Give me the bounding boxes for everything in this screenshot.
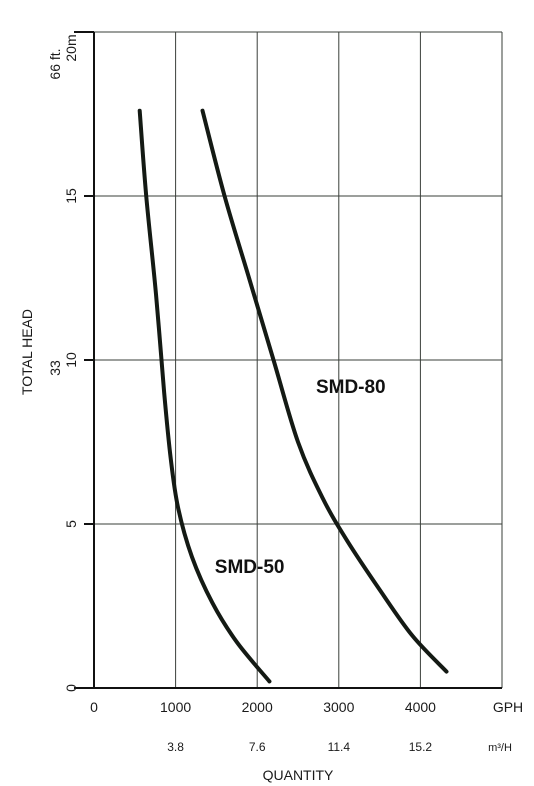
y-tick-label-m: 5 [63,520,79,528]
series-line-smd-80 [200,108,449,674]
chart-series [137,108,449,684]
x-secondary-unit: m³/H [488,742,512,754]
x-tick-label: 3000 [323,699,354,715]
series-line-smd-50 [137,108,272,684]
y-unit-meters: 20m [63,34,79,61]
chart-axes [74,31,502,689]
x-tick-label: 1000 [160,699,191,715]
x-secondary-tick-label: 7.6 [249,740,266,754]
series-label-smd-50: SMD-50 [215,557,285,578]
x-secondary-tick-label: 15.2 [409,740,433,754]
y-tick-label-m: 10 [63,352,79,368]
x-axis-label: QUANTITY [263,767,334,783]
x-tick-label: 4000 [405,699,436,715]
y-tick-label-ft: 66 ft. [47,48,63,79]
chart-labels: 0 5 10 15 33 66 ft. 0 1000 2000 3000 4000 3.8 7.6 11.… [47,48,436,754]
y-tick-label-m: 0 [63,684,79,692]
x-tick-label: 0 [90,699,98,715]
x-secondary-tick-label: 3.8 [167,740,184,754]
x-unit-gph: GPH [493,699,523,715]
x-tick-label: 2000 [242,699,273,715]
y-tick-label-m: 15 [63,188,79,204]
y-tick-label-ft: 33 [47,360,63,376]
x-secondary-tick-label: 11.4 [328,740,351,754]
series-label-smd-80: SMD-80 [316,377,386,398]
y-axis-label: TOTAL HEAD [19,309,35,395]
chart-grid [94,31,503,688]
